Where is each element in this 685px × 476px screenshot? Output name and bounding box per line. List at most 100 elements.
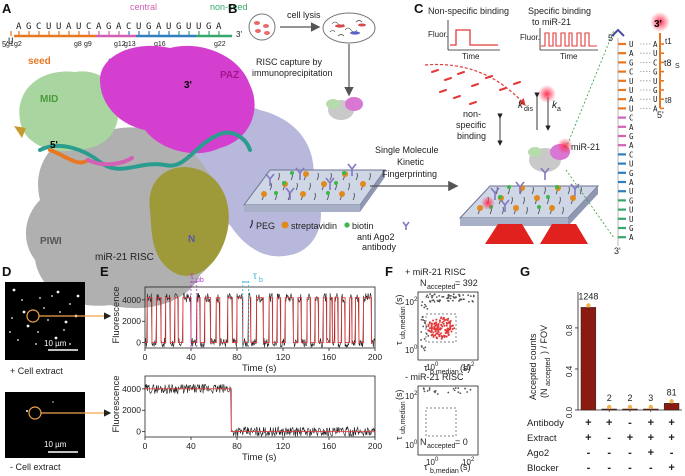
peg-chain [522,196,525,205]
scatter-plus-ylabel: τ ub,median (s) [394,295,407,346]
condition-sign: + [648,417,654,429]
condition-row-label: Extract [527,433,557,444]
mir21-nucleotide: U [629,215,634,224]
scatter-point-rejected [436,299,439,302]
scatter-point-rejected [425,305,427,308]
scatter-point-accepted [449,320,452,323]
scatter-point-rejected [424,322,427,324]
scatter-point-accepted [440,337,443,340]
nucleotide: G [206,22,211,32]
scatter-point-accepted [443,335,446,338]
scatter-point-rejected [438,299,441,302]
scatter-point-rejected [436,393,439,395]
mir21-nucleotide: U [629,104,634,113]
probe-five-prime: 5' [657,110,664,120]
nucleotide: C [36,22,41,32]
biotin [334,181,338,185]
cell [263,24,269,28]
y-tick-label: 10 [405,441,414,450]
g-position-label: g9 [84,41,92,48]
scatter-minus-xlabel-sub: b,median [430,468,459,475]
scatter-point-rejected [428,389,431,391]
panel-e-letter: E [100,264,109,279]
mir21-nucleotide: C [629,114,634,123]
scatter-point-rejected [447,293,450,296]
l2-domain [149,166,229,276]
y-tick-label: 0 [136,338,141,348]
scatter-point-rejected [433,293,436,296]
condition-sign: + [585,432,591,444]
condition-sign: - [587,462,591,474]
bar-chart: 0.0 0.4 0.8 1248 2 2 3 81 [565,291,682,418]
zoom-line-top [565,29,615,149]
ns-binding-label-1: non- [463,109,481,119]
scatter-point-accepted [435,336,438,339]
scatter-point-accepted [430,327,433,330]
t1-label: t1 [665,37,672,46]
scatter-point-rejected [423,349,426,352]
antibody [347,163,357,176]
acceptance-box [425,407,457,437]
scatter-point-accepted [447,331,450,334]
mir21-nucleotide: A [629,123,634,132]
scatter-point-rejected [458,300,460,302]
condition-row-label: Antibody [527,418,564,429]
peg-chain [352,192,355,201]
spot [35,343,37,345]
region-label-non-seed: non-seed [210,2,248,12]
spot [43,307,45,309]
scatter-point-accepted [427,325,430,328]
scatter-point-accepted [440,323,443,326]
scatter-point-accepted [441,325,444,328]
nucleotide: U [8,37,13,47]
mini-trace-specific [541,32,597,47]
tau-ub-label: τ [190,271,194,282]
nucleotide: G [26,22,31,32]
trace-ylabel: Fluorescence [111,286,122,343]
bar-value-label: 2 [607,393,612,403]
y-tick-exponent: 2 [414,391,418,397]
scatter-point-rejected [431,296,433,299]
scatter-point-rejected [469,388,472,391]
probe-flow-arrow [424,63,526,106]
probe-nucleotide: A [653,40,658,49]
surface-glow [481,196,495,210]
bar-point [607,404,612,410]
streptavidin [570,195,576,201]
trace-frame [144,286,376,349]
scatter-frame [417,291,479,361]
streptavidin [261,191,267,197]
scatter-point-rejected [431,299,434,302]
panel-b: B cell lysis RISC capture by immunopreci… [228,1,459,252]
tau-b-sub: b [259,277,263,284]
trace-xlabel: Time (s) [242,452,276,463]
tau-ub-sub: ub [196,277,204,284]
capture-label-2: immunoprecipitation [252,68,333,78]
slide-side [360,170,385,212]
scatter-point-accepted [437,329,440,332]
scatter-point-accepted [445,321,448,324]
peg-chain [567,186,570,195]
panel-d-letter: D [2,264,11,279]
trace-raw-signal [144,292,376,349]
scatter-point-accepted [447,333,450,336]
peg-chain [277,172,280,181]
mini-fluor-2: Fluor. [520,33,540,42]
scatter-point-accepted [438,320,441,323]
x-tick-label: 10 [426,458,435,467]
nucleotide: U [46,22,51,32]
biotin [498,195,502,199]
x-tick-label: 80 [232,441,242,451]
lysate-protein [335,24,345,28]
scatter-point-accepted [444,329,447,332]
x-tick-label: 0 [143,352,148,362]
scatter-point-accepted [453,327,456,330]
g-position-label: g2 [14,41,22,48]
nucleotide: A [116,22,122,32]
scatter-point-rejected [450,294,452,297]
legend-biotin-icon [344,222,350,228]
seq-three-prime: 3' [236,30,242,39]
scatter-point-rejected [420,338,422,341]
